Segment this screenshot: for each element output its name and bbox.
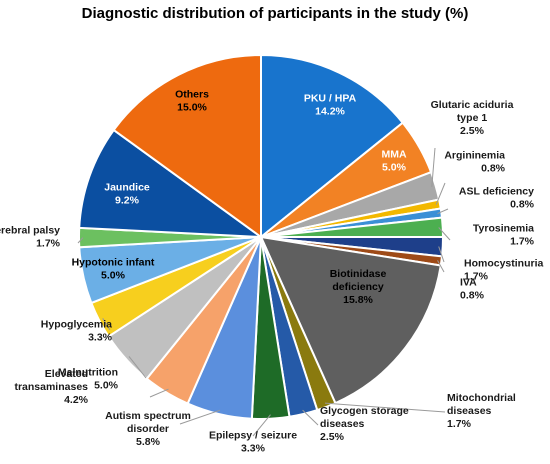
- slice-percent: 15.8%: [343, 294, 373, 306]
- slice-percent: 0.8%: [510, 199, 535, 211]
- slice-name: Glutaric aciduria: [431, 99, 514, 111]
- slice-label: Homocystinuria 1.7%: [464, 258, 544, 283]
- slice-percent: 3.3%: [241, 443, 266, 455]
- slice-name: Hypotonic infant: [72, 257, 155, 269]
- pie-slice-pku-hpa: [260, 53, 405, 240]
- slice-name: PKU / HPA: [304, 93, 357, 105]
- leader-line: [435, 182, 446, 205]
- slice-name: Jaundice: [104, 182, 150, 194]
- slice-percent: 0.8%: [481, 163, 506, 175]
- slice-name: Mitochondrial: [447, 392, 516, 404]
- slice-label: Others 15.0%: [175, 89, 209, 114]
- slice-name: ASL deficiency: [459, 186, 534, 198]
- slice-label: Tyrosinemia 1.7%: [473, 223, 535, 248]
- slice-percent: 14.2%: [315, 106, 345, 118]
- slice-label: IVA 0.8%: [460, 277, 485, 302]
- slice-name: Elevated: [45, 368, 88, 380]
- leader-line: [438, 227, 451, 241]
- slice-labels: PKU / HPA 14.2%MMA 5.0%Glutaric aciduria ty…: [0, 89, 544, 455]
- slice-name: Homocystinuria: [464, 258, 544, 270]
- leader-line: [77, 237, 84, 244]
- slice-name: Argininemia: [444, 150, 505, 162]
- slice-label: Jaundice 9.2%: [104, 182, 150, 207]
- slice-label: Epilepsy / seizure 3.3%: [209, 430, 297, 455]
- slice-name: Epilepsy / seizure: [209, 430, 297, 442]
- slice-label: Glutaric aciduria type 1 2.5%: [431, 99, 514, 137]
- pie-slice-biotinidase-deficiency: [259, 235, 442, 405]
- leader-lines: [77, 147, 451, 437]
- slice-name: Others: [175, 89, 209, 101]
- slice-percent: 0.8%: [460, 290, 485, 302]
- slice-name: disorder: [127, 423, 169, 435]
- slice-name: Biotinidase: [330, 268, 387, 280]
- leader-line: [438, 246, 445, 263]
- pie-slices: [78, 53, 445, 420]
- slice-name: Glycogen storage: [320, 405, 409, 417]
- slice-percent: 2.5%: [320, 431, 345, 443]
- slice-percent: 9.2%: [115, 195, 140, 207]
- slice-label: Hypoglycemia 3.3%: [41, 319, 113, 344]
- slice-percent: 1.7%: [510, 236, 535, 248]
- slice-name: deficiency: [332, 281, 384, 293]
- slice-percent: 4.2%: [64, 394, 89, 406]
- chart-title: Diagnostic distribution of participants …: [82, 5, 469, 22]
- slice-label: Glycogen storage diseases 2.5%: [320, 405, 409, 443]
- slice-label: PKU / HPA 14.2%: [304, 93, 357, 118]
- slice-name: transaminases: [14, 381, 88, 393]
- slice-name: Hypoglycemia: [41, 319, 112, 331]
- slice-label: ASL deficiency 0.8%: [459, 186, 535, 211]
- slice-label: Autism spectrum disorder 5.8%: [105, 410, 191, 448]
- pie-slice-others: [112, 53, 262, 239]
- slice-name: MMA: [381, 149, 406, 161]
- leader-line: [252, 414, 271, 437]
- slice-percent: 15.0%: [177, 102, 207, 114]
- slice-name: IVA: [460, 277, 477, 289]
- slice-name: diseases: [320, 418, 365, 430]
- leader-line: [179, 409, 221, 425]
- slice-label: Malnutrition 5.0%: [58, 367, 119, 392]
- slice-name: Cerebral palsy: [0, 225, 60, 237]
- leader-line: [302, 409, 319, 426]
- slice-percent: 5.0%: [382, 162, 407, 174]
- leader-line: [149, 388, 169, 398]
- leader-line: [324, 402, 446, 413]
- slice-percent: 1.7%: [36, 238, 61, 250]
- leader-line: [437, 208, 449, 215]
- slice-label: Mitochondrial diseases 1.7%: [447, 392, 516, 430]
- pie-slice-jaundice: [78, 128, 265, 239]
- slice-percent: 2.5%: [460, 125, 485, 137]
- slice-percent: 5.0%: [94, 380, 119, 392]
- slice-name: Autism spectrum: [105, 410, 191, 422]
- slice-name: Malnutrition: [58, 367, 118, 379]
- slice-percent: 1.7%: [464, 271, 489, 283]
- leader-line: [437, 260, 445, 273]
- slice-label: MMA 5.0%: [381, 149, 406, 174]
- slice-percent: 5.0%: [101, 270, 126, 282]
- leader-line: [128, 356, 147, 379]
- slice-percent: 1.7%: [447, 418, 472, 430]
- slice-percent: 5.8%: [136, 436, 161, 448]
- slice-label: Elevated transaminases 4.2%: [14, 368, 88, 406]
- slice-label: Argininemia 0.8%: [444, 150, 505, 175]
- slice-name: Tyrosinemia: [473, 223, 534, 235]
- slice-label: Biotinidase deficiency 15.8%: [330, 268, 387, 306]
- slice-label: Hypotonic infant 5.0%: [72, 257, 155, 282]
- slice-name: type 1: [457, 112, 488, 124]
- slice-percent: 3.3%: [88, 332, 113, 344]
- leader-line: [431, 147, 436, 187]
- slice-name: diseases: [447, 405, 492, 417]
- leader-line: [102, 318, 111, 331]
